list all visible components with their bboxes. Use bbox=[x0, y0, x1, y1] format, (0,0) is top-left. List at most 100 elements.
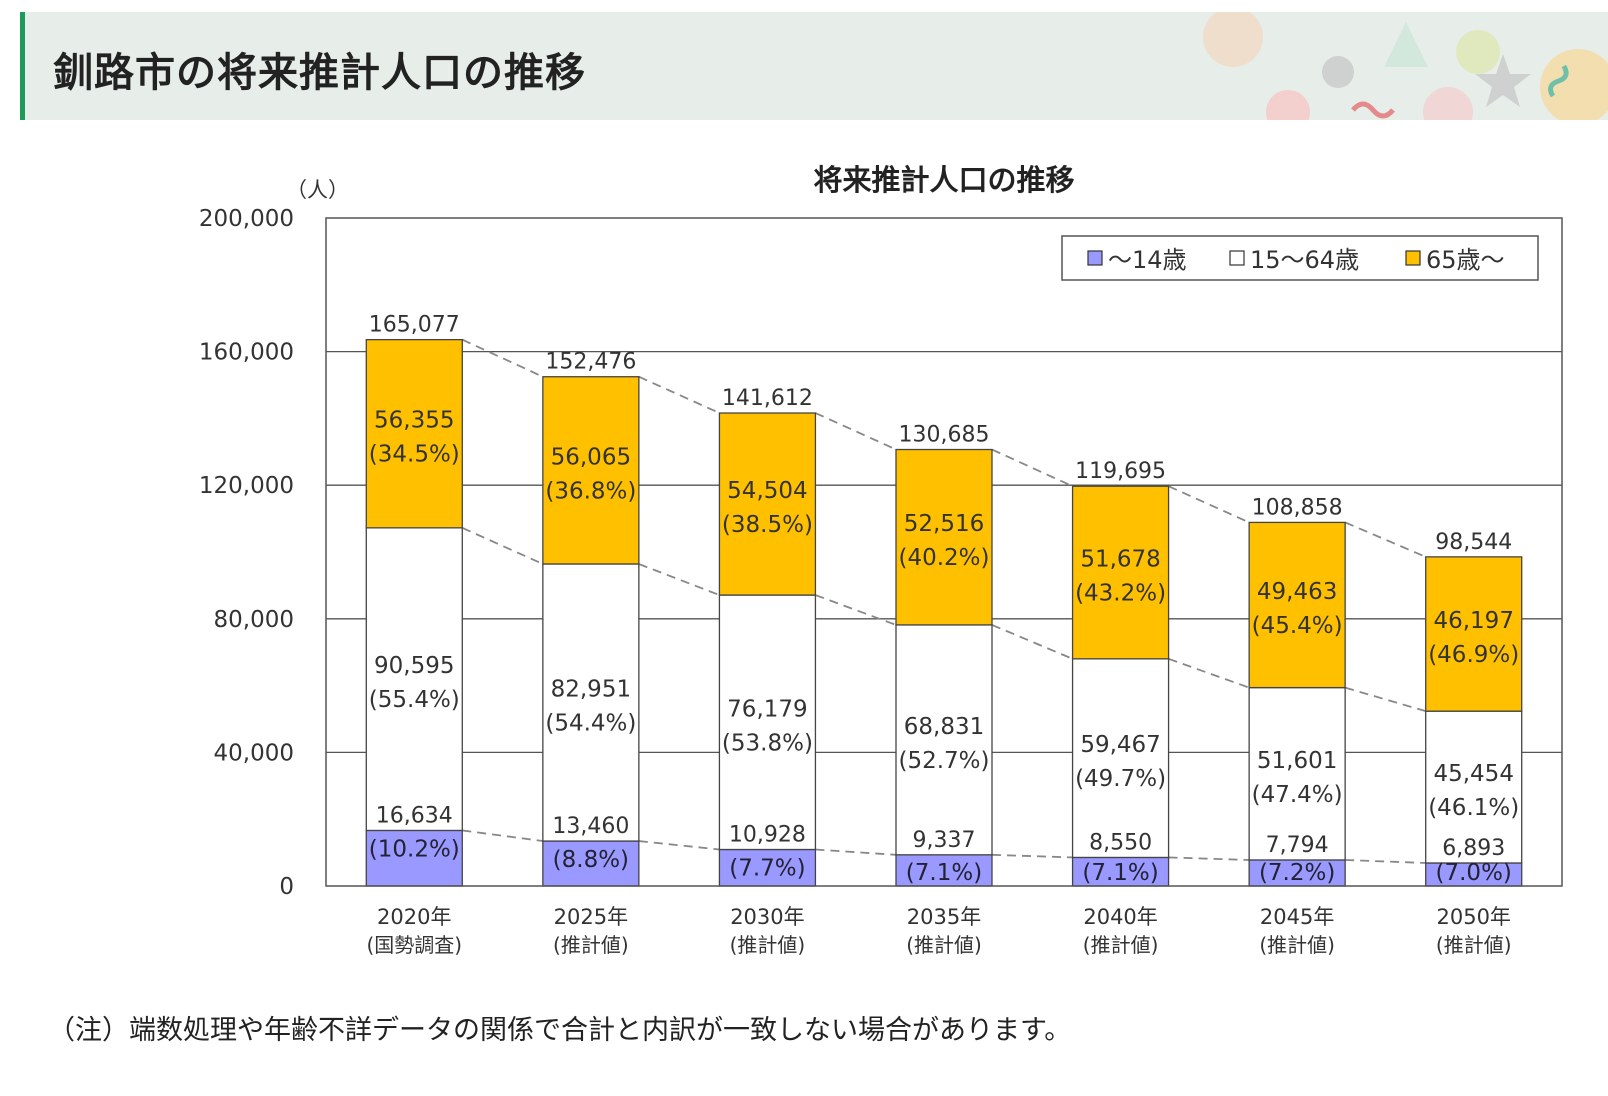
value-label-15-64: 90,595 bbox=[374, 653, 454, 679]
total-label: 108,858 bbox=[1252, 495, 1343, 520]
x-tick-sublabel: (国勢調査) bbox=[366, 933, 462, 957]
legend-swatch bbox=[1087, 250, 1103, 266]
bar-under14 bbox=[718, 848, 817, 887]
y-tick-label: 40,000 bbox=[214, 740, 294, 766]
pct-label-65plus: (46.9%) bbox=[1428, 642, 1519, 668]
y-axis-unit: （人） bbox=[286, 178, 349, 202]
bar-under14 bbox=[1071, 856, 1170, 887]
x-tick-label: 2040年 bbox=[1083, 905, 1157, 929]
pct-label-65plus: (40.2%) bbox=[898, 545, 989, 571]
bar-15-64 bbox=[1425, 710, 1523, 864]
trend-connectors bbox=[461, 338, 1427, 864]
pct-label-15-64: (54.4%) bbox=[545, 711, 636, 737]
value-label-15-64: 51,601 bbox=[1257, 748, 1337, 774]
plot-frame bbox=[325, 217, 1563, 887]
value-label-65plus: 52,516 bbox=[904, 511, 984, 537]
trend-under14-line bbox=[1345, 859, 1426, 864]
x-tick-sublabel: (推計値) bbox=[906, 933, 982, 957]
pct-label-65plus: (45.4%) bbox=[1252, 613, 1343, 639]
value-label-under14: 13,460 bbox=[552, 814, 629, 839]
y-tick-label: 200,000 bbox=[199, 206, 294, 232]
trend-15-64-line bbox=[991, 624, 1073, 660]
trend-under14-line bbox=[815, 848, 897, 856]
pct-label-15-64: (55.4%) bbox=[369, 687, 460, 713]
trend-total-line bbox=[1168, 485, 1250, 524]
value-label-15-64: 76,179 bbox=[727, 696, 807, 722]
legend: ～14歳 15～64歳 65歳～ bbox=[1061, 235, 1539, 281]
value-label-15-64: 59,467 bbox=[1080, 732, 1160, 758]
x-tick-label: 2045年 bbox=[1260, 905, 1334, 929]
legend-swatch bbox=[1229, 250, 1245, 266]
x-tick-sublabel: (推計値) bbox=[1436, 933, 1512, 957]
legend-label: ～14歳 bbox=[1108, 246, 1187, 274]
y-tick-label: 80,000 bbox=[214, 607, 294, 633]
pct-label-65plus: (43.2%) bbox=[1075, 581, 1166, 607]
bar-under14 bbox=[895, 854, 993, 887]
bar-15-64 bbox=[1248, 686, 1346, 861]
value-label-under14: 9,337 bbox=[913, 828, 976, 853]
total-label: 152,476 bbox=[545, 350, 636, 375]
x-tick-label: 2020年 bbox=[377, 905, 451, 929]
bar-65plus bbox=[1248, 521, 1346, 689]
chart-title: 将来推計人口の推移 bbox=[813, 163, 1074, 197]
trend-under14-line bbox=[991, 853, 1073, 859]
x-tick-sublabel: (推計値) bbox=[730, 933, 806, 957]
pct-label-under14: (10.2%) bbox=[369, 836, 460, 862]
population-chart: 0 40,000 80,000 120,000 160,000 200,000 165,07… bbox=[199, 163, 1563, 957]
x-tick-sublabel: (推計値) bbox=[1083, 933, 1159, 957]
footnote: （注）端数処理や年齢不詳データの関係で合計と内訳が一致しない場合があります。 bbox=[48, 1015, 1072, 1046]
legend-label: 65歳～ bbox=[1426, 246, 1505, 274]
trend-under14-line bbox=[1168, 856, 1250, 861]
x-tick-label: 2030年 bbox=[730, 905, 804, 929]
x-tick-sublabel: (推計値) bbox=[553, 933, 629, 957]
bar-65plus bbox=[895, 448, 993, 626]
pct-label-under14: (7.1%) bbox=[906, 860, 982, 886]
x-tick-label: 2035年 bbox=[907, 905, 981, 929]
pct-label-15-64: (49.7%) bbox=[1075, 766, 1166, 792]
pct-label-15-64: (47.4%) bbox=[1252, 782, 1343, 808]
trend-15-64-line bbox=[1344, 686, 1426, 713]
labels: 0 40,000 80,000 120,000 160,000 200,000 165,07… bbox=[199, 206, 1519, 957]
value-label-65plus: 56,065 bbox=[551, 444, 631, 470]
value-label-15-64: 82,951 bbox=[551, 677, 631, 703]
pct-label-under14: (7.2%) bbox=[1259, 860, 1335, 886]
value-label-65plus: 54,504 bbox=[727, 478, 807, 504]
pct-label-under14: (8.8%) bbox=[553, 847, 629, 873]
bar-65plus bbox=[1071, 485, 1170, 660]
bar-15-64 bbox=[718, 594, 817, 851]
decorative-shapes-icon bbox=[1203, 12, 1608, 120]
bar-under14 bbox=[365, 829, 463, 887]
x-tick-label: 2025年 bbox=[554, 905, 628, 929]
total-label: 98,544 bbox=[1435, 530, 1512, 555]
value-label-65plus: 46,197 bbox=[1433, 608, 1513, 634]
value-label-under14: 16,634 bbox=[376, 803, 453, 828]
pct-label-65plus: (34.5%) bbox=[369, 442, 460, 468]
value-label-under14: 7,794 bbox=[1266, 833, 1329, 858]
pct-label-15-64: (46.1%) bbox=[1428, 795, 1519, 821]
trend-under14-line bbox=[638, 840, 720, 851]
value-label-under14: 6,893 bbox=[1442, 836, 1505, 861]
bar-under14 bbox=[542, 840, 640, 887]
page-title: 釧路市の将来推計人口の推移 bbox=[53, 50, 586, 96]
total-label: 141,612 bbox=[722, 386, 813, 411]
trend-under14-line bbox=[462, 829, 543, 842]
y-tick-label: 120,000 bbox=[199, 473, 294, 499]
x-tick-sublabel: (推計値) bbox=[1259, 933, 1335, 957]
y-tick-label: 0 bbox=[279, 874, 294, 900]
value-label-under14: 8,550 bbox=[1089, 830, 1152, 855]
trend-total-line bbox=[638, 375, 720, 414]
bar-15-64 bbox=[1071, 658, 1170, 859]
value-label-65plus: 49,463 bbox=[1257, 579, 1337, 605]
legend-swatch bbox=[1405, 250, 1421, 266]
x-tick-label: 2050年 bbox=[1436, 905, 1510, 929]
value-label-under14: 10,928 bbox=[729, 823, 806, 848]
bar-65plus bbox=[542, 376, 640, 565]
bar-65plus bbox=[365, 338, 463, 529]
page-header: 釧路市の将来推計人口の推移 bbox=[20, 12, 1608, 120]
bars bbox=[365, 338, 1523, 887]
legend-label: 15～64歳 bbox=[1250, 246, 1359, 274]
total-label: 119,695 bbox=[1075, 459, 1166, 484]
trend-total-line bbox=[991, 448, 1073, 488]
trend-15-64-line bbox=[638, 563, 720, 596]
trend-total-line bbox=[815, 412, 897, 451]
